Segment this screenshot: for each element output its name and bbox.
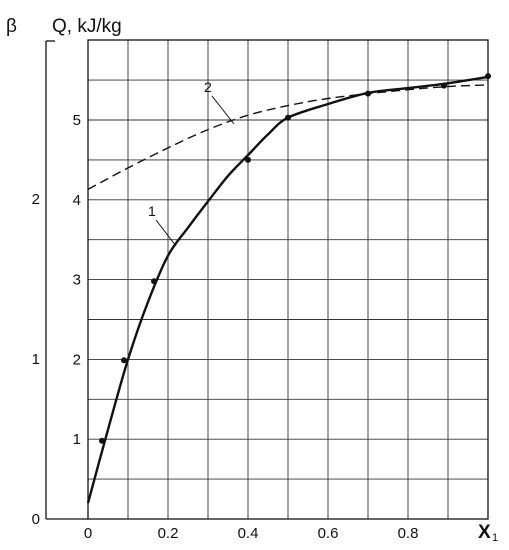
data-point xyxy=(441,82,447,89)
series-label-1: 1 xyxy=(148,203,156,219)
data-point xyxy=(245,156,251,163)
x-tick-label: 0.4 xyxy=(238,525,259,542)
beta-axis-title: β xyxy=(6,16,17,37)
data-point xyxy=(485,73,491,80)
y-tick-labels: 1 2 3 4 5 xyxy=(73,112,81,448)
x-tick-labels: 0 0.2 0.4 0.6 0.8 xyxy=(84,525,419,542)
series-label-2-leader xyxy=(211,95,235,125)
x-tick-label: 0.2 xyxy=(158,525,179,542)
y-tick-label: 5 xyxy=(73,112,81,129)
series-2-line xyxy=(87,84,489,191)
data-point xyxy=(121,357,127,364)
x-axis-title: X xyxy=(478,522,491,543)
data-point xyxy=(99,437,105,444)
series-layer: 12 xyxy=(86,75,489,504)
y-tick-label: 2 xyxy=(73,351,81,368)
y-tick-label: 4 xyxy=(73,192,81,209)
x-axis-title-subscript: 1 xyxy=(492,532,498,544)
y-tick-label: 1 xyxy=(73,431,81,448)
data-point xyxy=(285,114,291,121)
series-label-2: 2 xyxy=(204,79,212,95)
series-label-1-leader xyxy=(155,219,177,247)
beta-axis: 0 1 2 xyxy=(32,40,88,528)
axis-titles: Q, kJ/kg β X 1 xyxy=(6,16,498,544)
x-tick-label: 0.6 xyxy=(318,525,339,542)
series-1-line xyxy=(86,75,489,504)
data-point xyxy=(365,90,371,97)
beta-tick-label: 2 xyxy=(32,191,40,208)
grid xyxy=(88,40,488,519)
y-tick-label: 3 xyxy=(73,272,81,289)
y-axis-title: Q, kJ/kg xyxy=(52,16,122,37)
plot-frame xyxy=(87,39,489,520)
data-point xyxy=(151,278,157,285)
beta-tick-label: 1 xyxy=(32,351,40,368)
x-tick-label: 0 xyxy=(84,525,92,542)
beta-tick-label: 0 xyxy=(32,511,40,528)
x-tick-label: 0.8 xyxy=(398,525,419,542)
data-points xyxy=(99,73,491,444)
